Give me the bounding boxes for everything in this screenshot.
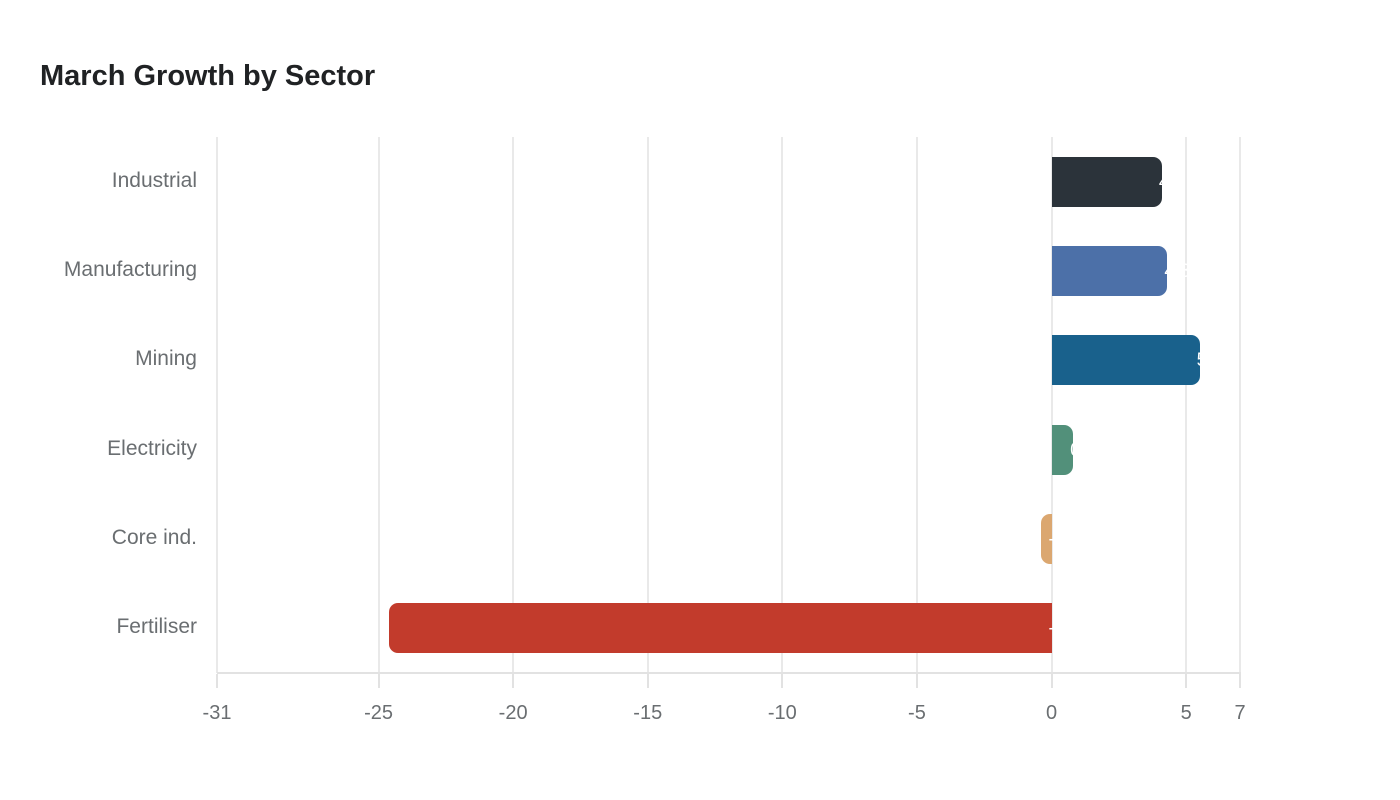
bar-mining [1051, 335, 1200, 386]
value-label: 0.8 [1070, 439, 1097, 461]
x-tick-label: -20 [498, 702, 528, 724]
gridline-x-7 [1239, 137, 1241, 673]
x-tick-mark [646, 674, 649, 688]
x-tick-label: -15 [633, 702, 663, 724]
x-tick-label: -5 [908, 702, 926, 724]
value-label: -0.4 [1048, 529, 1082, 550]
x-tick-label: 7 [1234, 702, 1246, 724]
x-tick-label: -31 [202, 702, 232, 724]
gridline-x--20 [512, 137, 515, 673]
category-label-electricity: Electricity [107, 436, 197, 460]
category-label-manufacturing: Manufacturing [63, 258, 197, 281]
x-tick-mark [216, 674, 218, 688]
gridline-x--25 [377, 137, 380, 673]
category-label-fertiliser: Fertiliser [116, 615, 197, 639]
gridline-x--31 [216, 137, 218, 673]
plot-area: 4.1 4.3 5.5 0.8 -0.4 -24.6 [216, 137, 1241, 673]
category-label-core-ind: Core ind. [111, 526, 197, 549]
bar-electricity [1051, 424, 1074, 475]
gridline-x-0 [1050, 137, 1053, 673]
gridline-x--10 [781, 137, 784, 673]
bar-core-ind [1040, 514, 1052, 564]
x-tick-mark [781, 674, 784, 688]
x-tick-mark [1050, 674, 1053, 688]
gridline-x--15 [646, 137, 649, 673]
x-tick-mark [512, 674, 515, 688]
x-tick-label: 5 [1180, 702, 1192, 724]
category-label-mining: Mining [135, 347, 197, 371]
value-label: -24.6 [1048, 618, 1092, 640]
x-tick-mark [1185, 674, 1188, 688]
bar-manufacturing [1051, 246, 1168, 296]
x-tick-mark [915, 674, 918, 688]
bar-industrial [1051, 156, 1162, 207]
x-axis-spine [217, 672, 1241, 674]
x-tick-label: 0 [1045, 702, 1058, 724]
gridline-x-5 [1185, 137, 1188, 673]
value-label: 5.5 [1196, 350, 1224, 372]
chart-title: March Growth by Sector [40, 60, 376, 92]
x-tick-mark [1239, 674, 1241, 688]
x-tick-label: -25 [364, 702, 393, 724]
x-tick-mark [377, 674, 380, 688]
category-label-industrial: Industrial [111, 168, 197, 192]
value-label: 4.1 [1158, 171, 1186, 193]
x-tick-label: -10 [767, 702, 797, 724]
bar-fertiliser [389, 603, 1052, 654]
gridline-x--5 [915, 137, 918, 673]
value-label: 4.3 [1164, 261, 1191, 282]
